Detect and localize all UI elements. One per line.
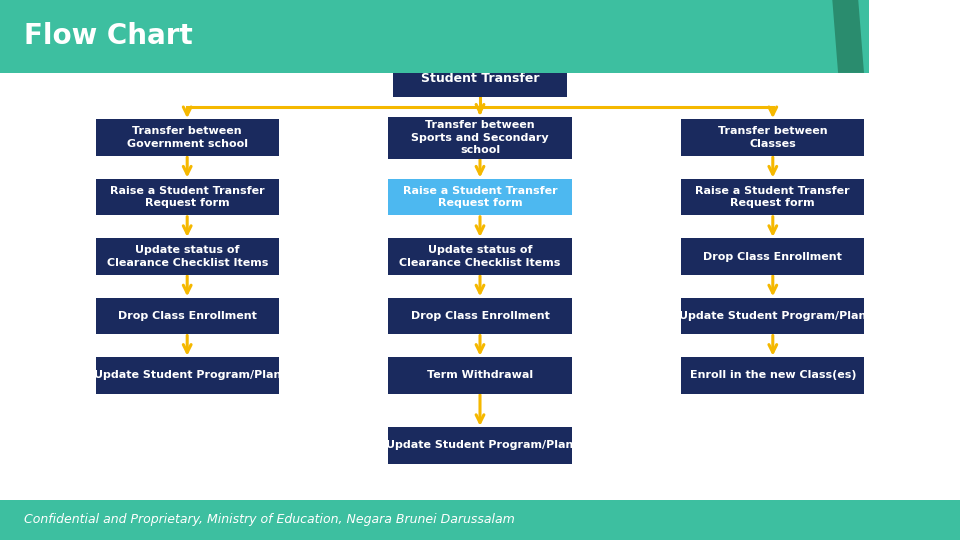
- Text: Update status of
Clearance Checklist Items: Update status of Clearance Checklist Ite…: [399, 245, 561, 268]
- FancyBboxPatch shape: [96, 298, 278, 334]
- FancyBboxPatch shape: [96, 179, 278, 215]
- Text: Transfer between
Classes: Transfer between Classes: [718, 126, 828, 149]
- Text: Drop Class Enrollment: Drop Class Enrollment: [704, 252, 842, 261]
- FancyBboxPatch shape: [682, 119, 864, 156]
- Text: Enroll in the new Class(es): Enroll in the new Class(es): [689, 370, 856, 380]
- Bar: [0, 0, 960, 73]
- FancyBboxPatch shape: [682, 357, 864, 394]
- Text: Update Student Program/Plan: Update Student Program/Plan: [386, 441, 574, 450]
- Text: Drop Class Enrollment: Drop Class Enrollment: [118, 311, 256, 321]
- FancyBboxPatch shape: [388, 179, 571, 215]
- FancyBboxPatch shape: [388, 357, 571, 394]
- FancyBboxPatch shape: [388, 427, 571, 464]
- Bar: [869, 0, 960, 73]
- FancyBboxPatch shape: [682, 179, 864, 215]
- FancyBboxPatch shape: [682, 238, 864, 275]
- Text: Drop Class Enrollment: Drop Class Enrollment: [411, 311, 549, 321]
- FancyBboxPatch shape: [388, 238, 571, 275]
- Bar: [0, 500, 960, 540]
- Text: Term Withdrawal: Term Withdrawal: [427, 370, 533, 380]
- Text: Student Transfer: Student Transfer: [420, 72, 540, 85]
- FancyBboxPatch shape: [96, 119, 278, 156]
- Text: Confidential and Proprietary, Ministry of Education, Negara Brunei Darussalam: Confidential and Proprietary, Ministry o…: [24, 513, 515, 526]
- Text: Raise a Student Transfer
Request form: Raise a Student Transfer Request form: [109, 186, 265, 208]
- Text: Flow Chart: Flow Chart: [24, 23, 193, 50]
- FancyBboxPatch shape: [388, 298, 571, 334]
- FancyBboxPatch shape: [682, 298, 864, 334]
- FancyBboxPatch shape: [96, 238, 278, 275]
- FancyBboxPatch shape: [388, 117, 571, 159]
- FancyBboxPatch shape: [394, 60, 566, 97]
- Text: Update Student Program/Plan: Update Student Program/Plan: [93, 370, 281, 380]
- Polygon shape: [797, 0, 833, 73]
- Text: Transfer between
Government school: Transfer between Government school: [127, 126, 248, 149]
- Polygon shape: [832, 0, 864, 73]
- Text: Transfer between
Sports and Secondary
school: Transfer between Sports and Secondary sc…: [411, 120, 549, 155]
- Text: Raise a Student Transfer
Request form: Raise a Student Transfer Request form: [695, 186, 851, 208]
- FancyBboxPatch shape: [96, 357, 278, 394]
- Text: Raise a Student Transfer
Request form: Raise a Student Transfer Request form: [402, 186, 558, 208]
- Text: Update Student Program/Plan: Update Student Program/Plan: [679, 311, 867, 321]
- Text: Update status of
Clearance Checklist Items: Update status of Clearance Checklist Ite…: [107, 245, 268, 268]
